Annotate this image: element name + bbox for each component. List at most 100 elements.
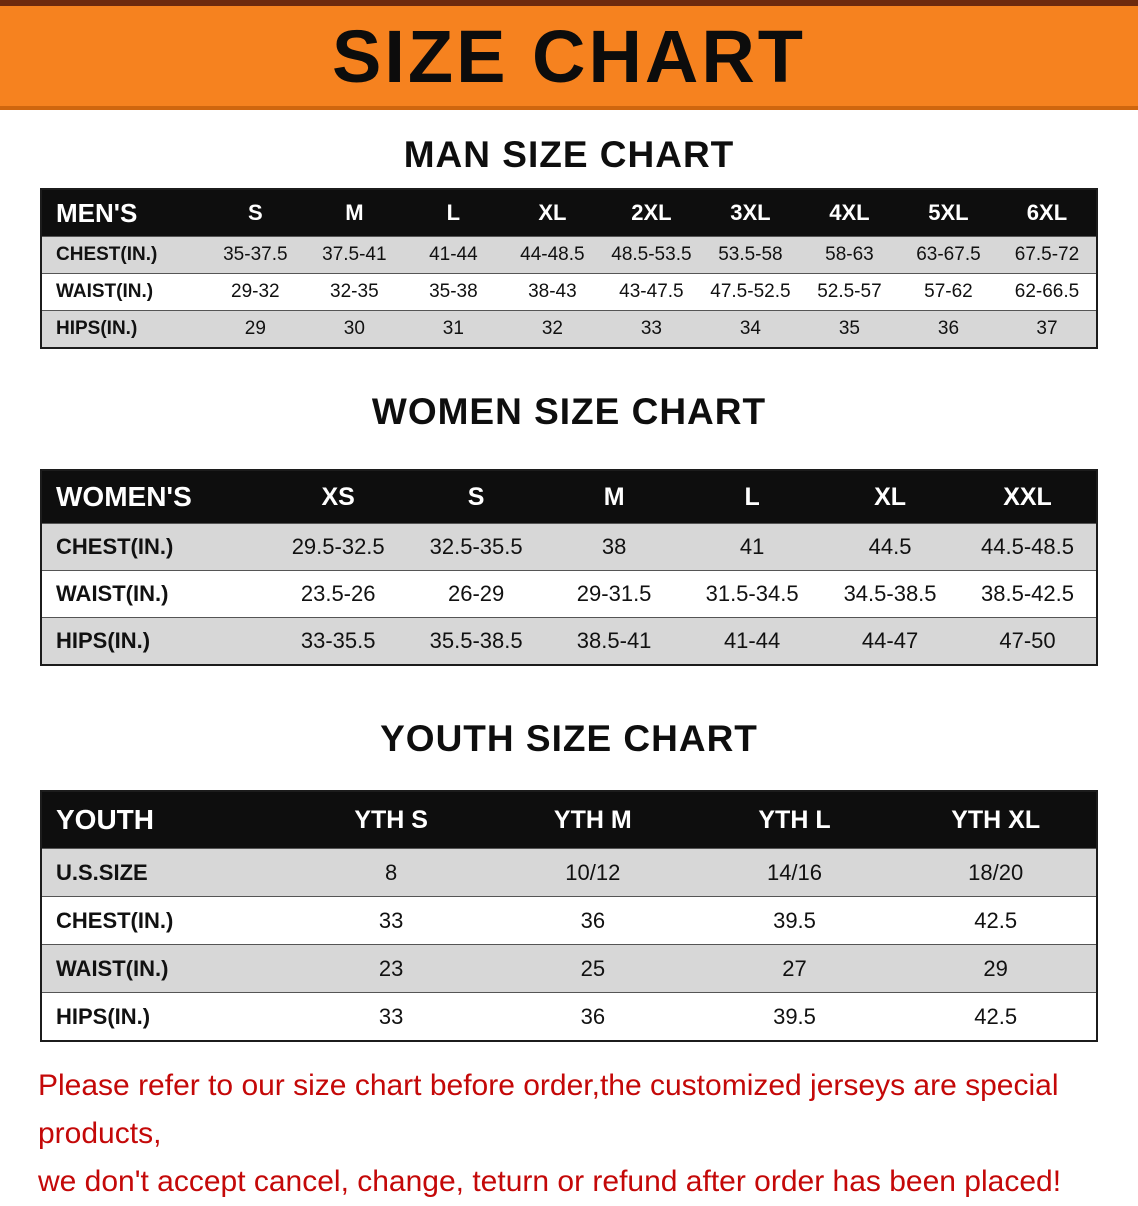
- table-row: CHEST(IN.) 29.5-32.5 32.5-35.5 38 41 44.5 44.5…: [41, 523, 1097, 571]
- size-column-header: YTH XL: [895, 791, 1097, 849]
- measurement-row-label: CHEST(IN.): [41, 896, 291, 945]
- size-column-header: YTH L: [693, 791, 896, 849]
- measurement-value-cell: 10/12: [491, 848, 694, 897]
- measurement-value-cell: 36: [491, 992, 694, 1042]
- table-row: HIPS(IN.) 33 36 39.5 42.5: [41, 992, 1097, 1042]
- measurement-value-cell: 36: [491, 896, 694, 945]
- measurement-value-cell: 62-66.5: [997, 273, 1097, 311]
- measurement-value-cell: 30: [304, 310, 404, 349]
- measurement-value-cell: 41: [683, 523, 822, 571]
- measurement-row-label: WAIST(IN.): [41, 944, 291, 993]
- measurement-value-cell: 44.5: [821, 523, 960, 571]
- measurement-row-label: HIPS(IN.): [41, 310, 206, 349]
- men-size-table: MEN'S S M L XL 2XL 3XL 4XL 5XL 6XL CHEST(IN.) 35-37…: [40, 188, 1098, 349]
- measurement-value-cell: 63-67.5: [898, 236, 998, 274]
- measurement-value-cell: 47-50: [959, 617, 1097, 666]
- measurement-value-cell: 48.5-53.5: [601, 236, 701, 274]
- table-row: WAIST(IN.) 23 25 27 29: [41, 944, 1097, 993]
- measurement-value-cell: 33: [290, 992, 492, 1042]
- size-column-header: XL: [502, 189, 602, 237]
- measurement-value-cell: 29.5-32.5: [269, 523, 408, 571]
- measurement-value-cell: 8: [290, 848, 492, 897]
- measurement-value-cell: 34: [700, 310, 800, 349]
- disclaimer-line2: we don't accept cancel, change, teturn o…: [38, 1165, 1062, 1198]
- men-section-title: MAN SIZE CHART: [403, 134, 735, 175]
- measurement-value-cell: 38.5-42.5: [959, 570, 1097, 618]
- disclaimer-line1: Please refer to our size chart before or…: [38, 1069, 1059, 1150]
- measurement-value-cell: 18/20: [895, 848, 1097, 897]
- size-column-header: S: [205, 189, 305, 237]
- measurement-value-cell: 23.5-26: [269, 570, 408, 618]
- size-column-header: M: [545, 470, 684, 524]
- measurement-value-cell: 35: [799, 310, 899, 349]
- measurement-value-cell: 37.5-41: [304, 236, 404, 274]
- table-row: CHEST(IN.) 35-37.5 37.5-41 41-44 44-48.5 48.5…: [41, 236, 1097, 274]
- measurement-value-cell: 52.5-57: [799, 273, 899, 311]
- measurement-value-cell: 38-43: [502, 273, 602, 311]
- measurement-value-cell: 42.5: [895, 992, 1097, 1042]
- table-row: U.S.SIZE 8 10/12 14/16 18/20: [41, 848, 1097, 897]
- measurement-value-cell: 43-47.5: [601, 273, 701, 311]
- measurement-value-cell: 44-47: [821, 617, 960, 666]
- measurement-value-cell: 32.5-35.5: [407, 523, 546, 571]
- measurement-row-label: HIPS(IN.): [41, 992, 291, 1042]
- measurement-row-label: CHEST(IN.): [41, 523, 270, 571]
- size-column-header: S: [407, 470, 546, 524]
- measurement-row-label: CHEST(IN.): [41, 236, 206, 274]
- measurement-value-cell: 37: [997, 310, 1097, 349]
- measurement-value-cell: 67.5-72: [997, 236, 1097, 274]
- table-row: CHEST(IN.) 33 36 39.5 42.5: [41, 896, 1097, 945]
- measurement-value-cell: 41-44: [403, 236, 503, 274]
- header-row: YOUTH YTH S YTH M YTH L YTH XL: [41, 791, 1097, 849]
- table-label-header: WOMEN'S: [41, 470, 270, 524]
- table-row: WAIST(IN.) 23.5-26 26-29 29-31.5 31.5-34.5 34…: [41, 570, 1097, 618]
- section-men: MAN SIZE CHART MEN'S S M L XL 2XL 3XL 4XL 5XL 6XL…: [40, 134, 1098, 349]
- banner: SIZE CHART: [0, 0, 1138, 110]
- measurement-value-cell: 42.5: [895, 896, 1097, 945]
- size-column-header: L: [403, 189, 503, 237]
- header-row: WOMEN'S XS S M L XL XXL: [41, 470, 1097, 524]
- measurement-value-cell: 31.5-34.5: [683, 570, 822, 618]
- size-column-header: 2XL: [601, 189, 701, 237]
- size-column-header: L: [683, 470, 822, 524]
- measurement-value-cell: 44-48.5: [502, 236, 602, 274]
- measurement-value-cell: 39.5: [693, 992, 896, 1042]
- size-column-header: 4XL: [799, 189, 899, 237]
- measurement-value-cell: 29-31.5: [545, 570, 684, 618]
- measurement-value-cell: 29-32: [205, 273, 305, 311]
- measurement-row-label: WAIST(IN.): [41, 570, 270, 618]
- measurement-value-cell: 44.5-48.5: [959, 523, 1097, 571]
- women-section-title: WOMEN SIZE CHART: [371, 391, 767, 432]
- measurement-value-cell: 38: [545, 523, 684, 571]
- disclaimer-text: Please refer to our size chart before or…: [38, 1062, 1100, 1206]
- table-row: HIPS(IN.) 33-35.5 35.5-38.5 38.5-41 41-44 44-…: [41, 617, 1097, 666]
- measurement-value-cell: 35-38: [403, 273, 503, 311]
- measurement-value-cell: 33: [601, 310, 701, 349]
- measurement-value-cell: 14/16: [693, 848, 896, 897]
- table-row: HIPS(IN.) 29 30 31 32 33 34 35 36 37: [41, 310, 1097, 349]
- measurement-value-cell: 41-44: [683, 617, 822, 666]
- measurement-value-cell: 31: [403, 310, 503, 349]
- section-youth: YOUTH SIZE CHART YOUTH YTH S YTH M YTH L YTH…: [40, 718, 1098, 1042]
- size-column-header: 6XL: [997, 189, 1097, 237]
- size-column-header: 5XL: [898, 189, 998, 237]
- measurement-value-cell: 36: [898, 310, 998, 349]
- measurement-value-cell: 53.5-58: [700, 236, 800, 274]
- table-row: WAIST(IN.) 29-32 32-35 35-38 38-43 43-47.5 47.…: [41, 273, 1097, 311]
- size-column-header: XXL: [959, 470, 1097, 524]
- table-label-header: MEN'S: [41, 189, 206, 237]
- youth-size-table: YOUTH YTH S YTH M YTH L YTH XL U.S.SIZE 8 10/12…: [40, 790, 1098, 1042]
- table-label-header: YOUTH: [41, 791, 291, 849]
- page-title: SIZE CHART: [332, 14, 806, 98]
- measurement-value-cell: 33-35.5: [269, 617, 408, 666]
- section-women: WOMEN SIZE CHART WOMEN'S XS S M L XL XXL CHEST(…: [40, 391, 1098, 666]
- measurement-value-cell: 57-62: [898, 273, 998, 311]
- measurement-value-cell: 35.5-38.5: [407, 617, 546, 666]
- measurement-value-cell: 25: [491, 944, 694, 993]
- header-row: MEN'S S M L XL 2XL 3XL 4XL 5XL 6XL: [41, 189, 1097, 237]
- size-column-header: 3XL: [700, 189, 800, 237]
- measurement-value-cell: 23: [290, 944, 492, 993]
- measurement-value-cell: 32-35: [304, 273, 404, 311]
- measurement-value-cell: 27: [693, 944, 896, 993]
- size-column-header: M: [304, 189, 404, 237]
